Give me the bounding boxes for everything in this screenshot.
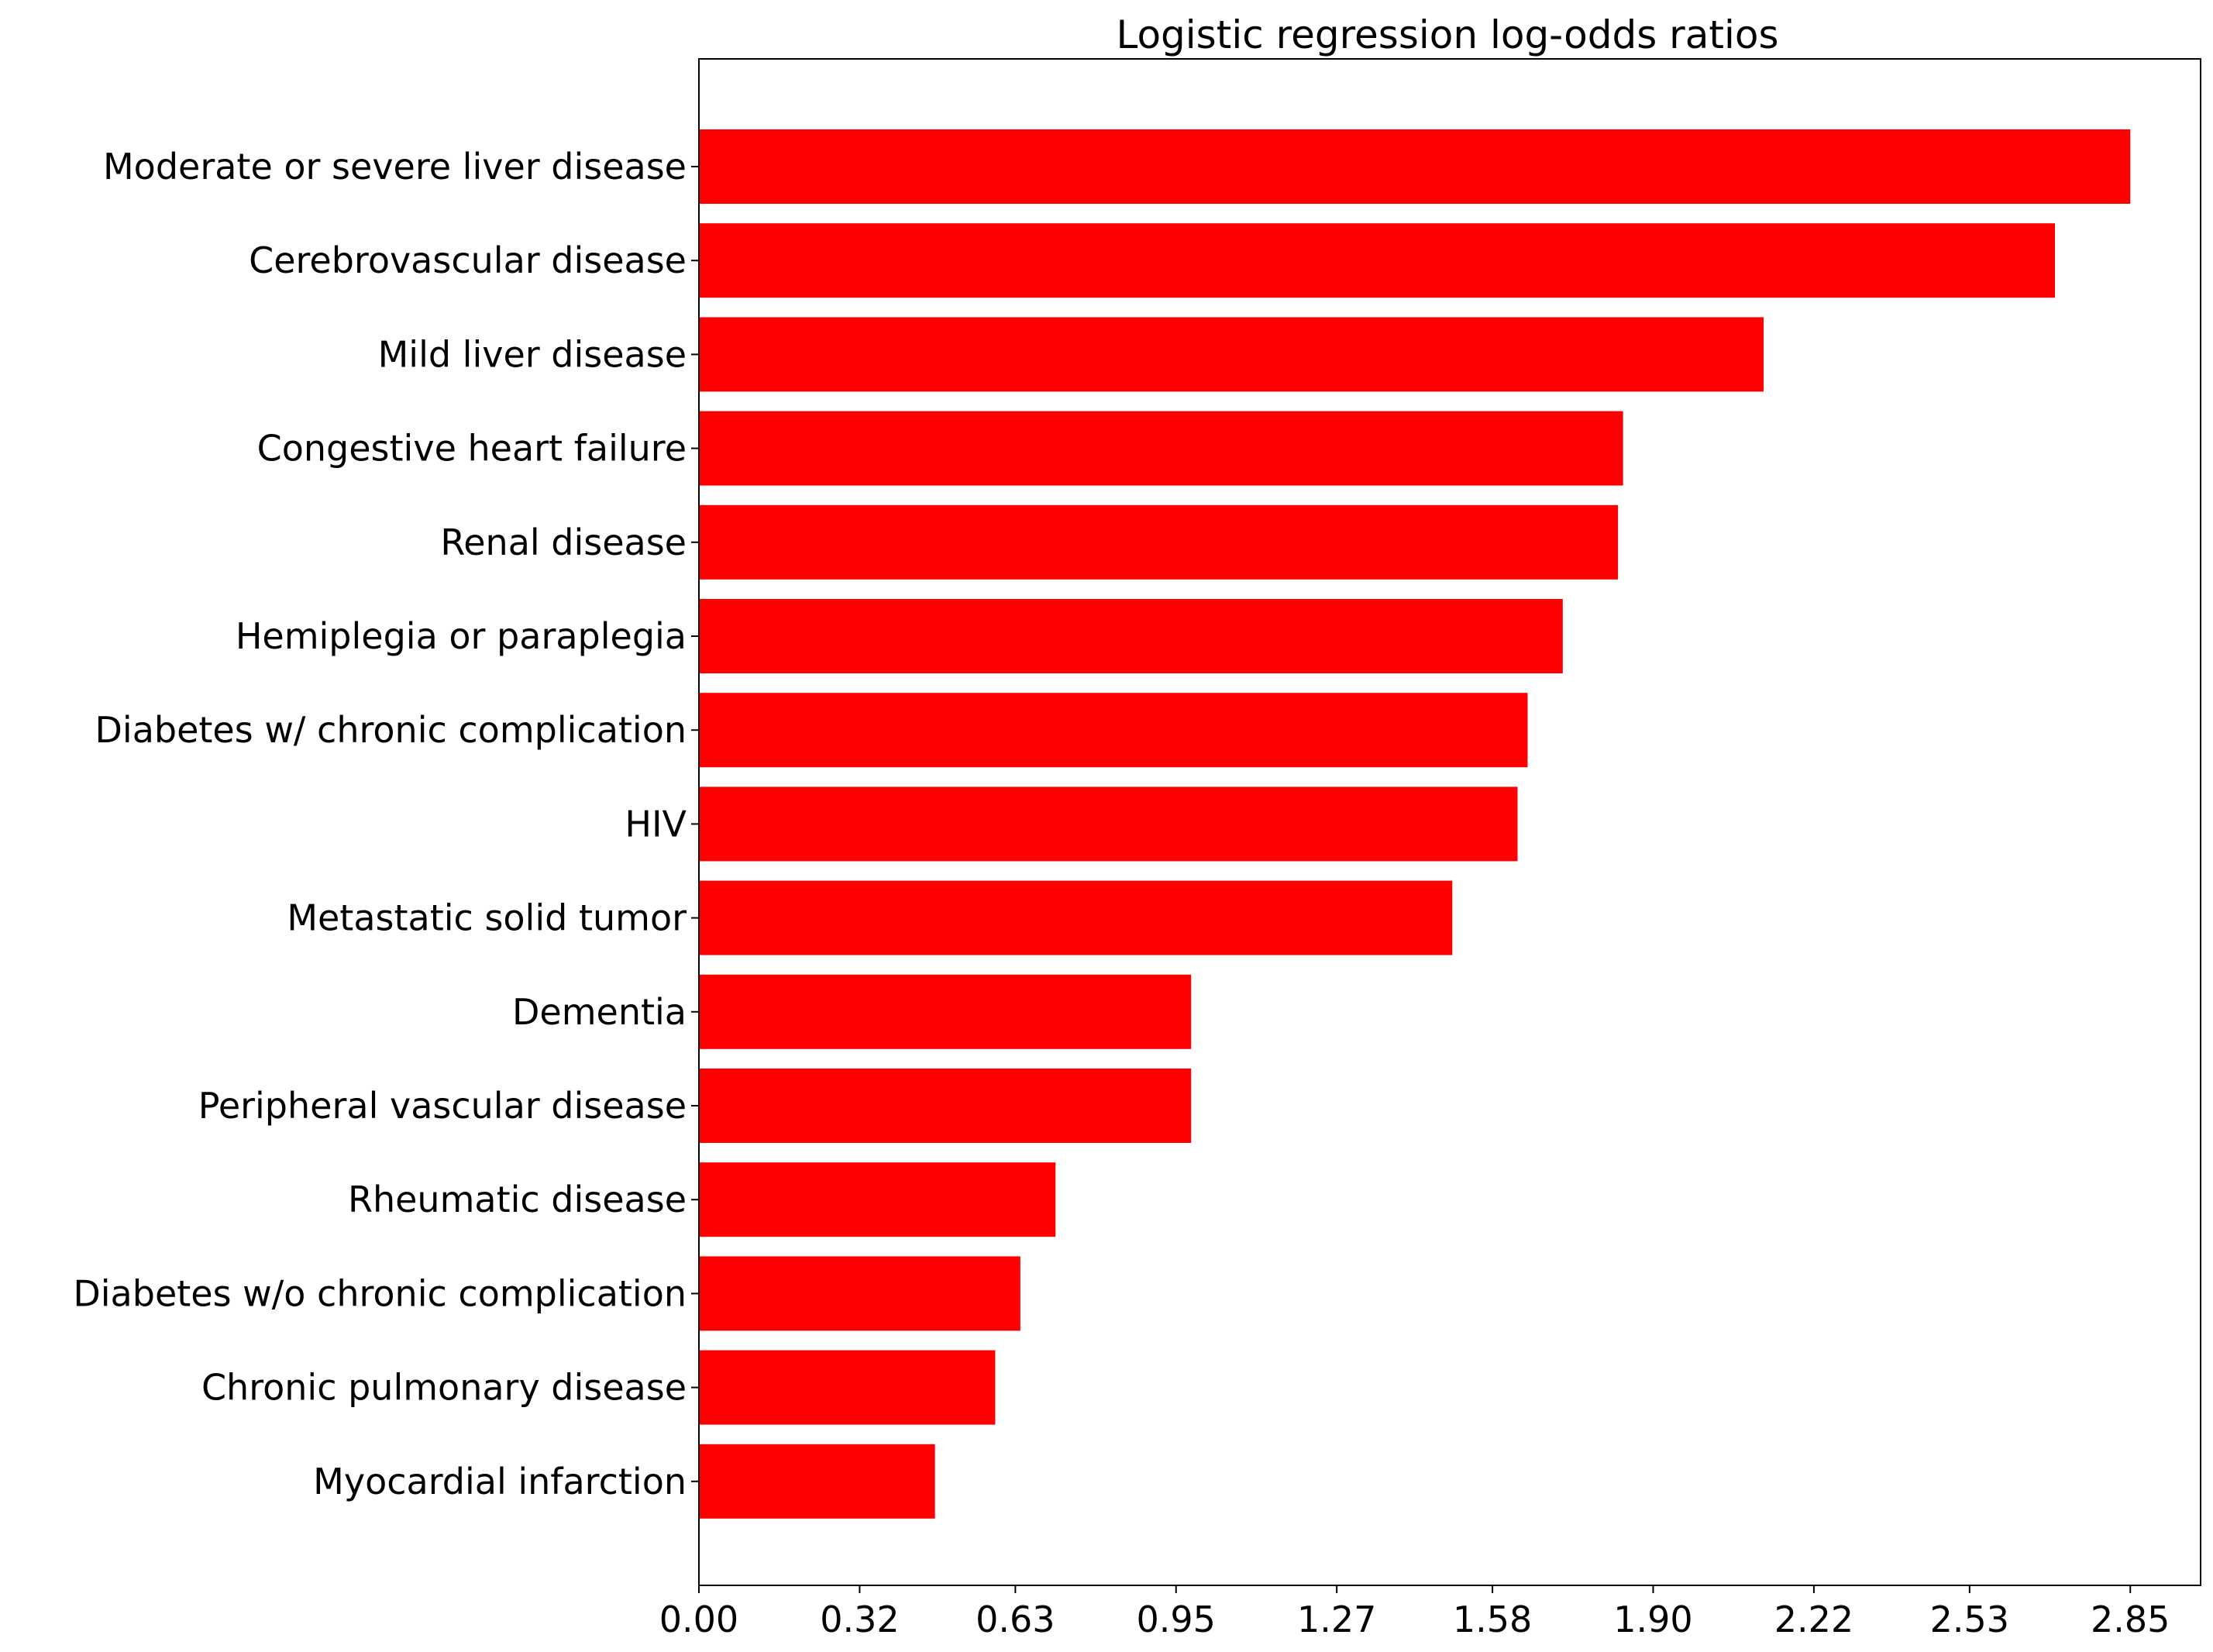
y-tick-label-10: Peripheral vascular disease <box>198 1085 687 1127</box>
bar-13 <box>699 1350 996 1425</box>
bar-10 <box>699 1069 1192 1143</box>
bar-12 <box>699 1256 1020 1331</box>
y-tick-label-9: Dementia <box>512 991 687 1033</box>
y-tick-label-1: Cerebrovascular disease <box>249 239 687 281</box>
bar-3 <box>699 411 1623 486</box>
bar-4 <box>699 504 1619 580</box>
y-tick-label-12: Diabetes w/o chronic complication <box>73 1272 687 1314</box>
x-tick-label-5: 1.58 <box>1453 1599 1532 1640</box>
y-tick-label-4: Renal disease <box>440 521 687 563</box>
y-tick-label-2: Mild liver disease <box>378 333 687 375</box>
bar-5 <box>699 599 1563 673</box>
y-tick-label-7: HIV <box>625 803 687 845</box>
y-tick-label-14: Myocardial infarction <box>313 1461 687 1502</box>
x-axis: 0.00 0.32 0.63 0.95 1.27 1.58 1.90 2.22 2.53 2.85 <box>659 1585 2170 1640</box>
y-tick-label-8: Metastatic solid tumor <box>287 897 687 939</box>
bar-6 <box>699 693 1528 768</box>
y-axis: Moderate or severe liver disease Cerebrov… <box>73 146 699 1502</box>
x-tick-label-2: 0.63 <box>976 1599 1055 1640</box>
bar-7 <box>699 786 1518 862</box>
bar-1 <box>699 223 2056 298</box>
bar-14 <box>699 1444 935 1519</box>
y-tick-label-3: Congestive heart failure <box>257 428 687 470</box>
y-tick-label-6: Diabetes w/ chronic complication <box>95 709 687 751</box>
x-tick-label-8: 2.53 <box>1930 1599 2009 1640</box>
x-tick-label-1: 0.32 <box>820 1599 899 1640</box>
x-tick-label-3: 0.95 <box>1137 1599 1216 1640</box>
bar-8 <box>699 880 1453 955</box>
x-tick-label-9: 2.85 <box>2091 1599 2170 1640</box>
bar-2 <box>699 317 1764 392</box>
bar-11 <box>699 1162 1056 1237</box>
bar-9 <box>699 974 1192 1049</box>
x-tick-label-7: 2.22 <box>1774 1599 1853 1640</box>
bars-group <box>699 129 2131 1519</box>
y-tick-label-0: Moderate or severe liver disease <box>103 146 687 188</box>
x-tick-label-4: 1.27 <box>1297 1599 1376 1640</box>
y-tick-label-5: Hemiplegia or paraplegia <box>236 615 687 657</box>
plot-frame <box>698 58 2201 1586</box>
x-tick-label-6: 1.90 <box>1613 1599 1692 1640</box>
chart-title: Logistic regression log-odds ratios <box>1116 12 1778 57</box>
y-tick-label-11: Rheumatic disease <box>348 1179 687 1220</box>
x-tick-label-0: 0.00 <box>659 1599 738 1640</box>
bar-0 <box>699 129 2131 204</box>
y-tick-label-13: Chronic pulmonary disease <box>201 1367 687 1409</box>
